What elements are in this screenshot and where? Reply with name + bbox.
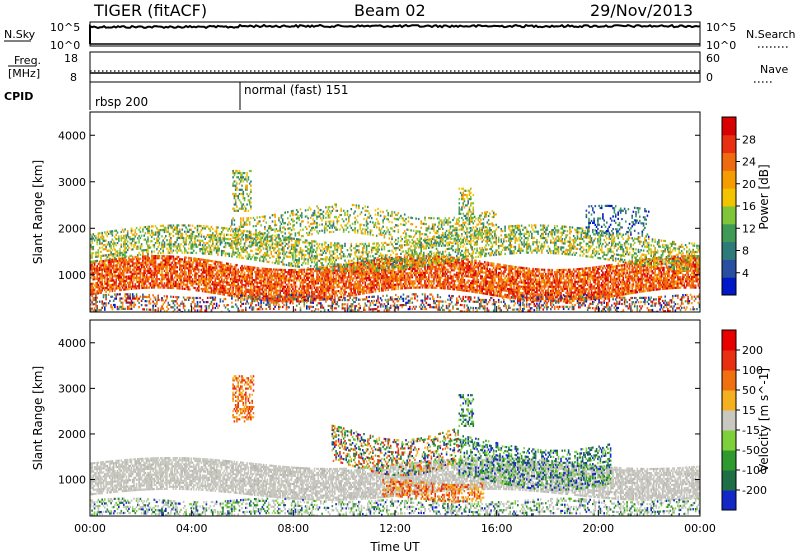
cpid-label: CPID bbox=[4, 90, 33, 103]
cpid-panel: CPID rbsp 200 normal (fast) 151 bbox=[4, 82, 348, 110]
colorbar-segment bbox=[722, 170, 736, 189]
nave-tick-top: 60 bbox=[706, 52, 720, 65]
colorbar-segment bbox=[722, 277, 736, 296]
colorbar-segment bbox=[722, 330, 736, 351]
nsky-right-bottom-tick: 10^0 bbox=[706, 39, 736, 52]
freq-tick-bottom: 8 bbox=[70, 71, 77, 84]
station-title: TIGER (fitACF) bbox=[93, 1, 207, 20]
y-tick-label: 4000 bbox=[58, 129, 86, 142]
power-panel: 1000 2000 3000 4000 Slant Range [km] 4 8 12 16… bbox=[31, 111, 771, 313]
colorbar-segment bbox=[722, 430, 736, 451]
y-tick-label: 2000 bbox=[58, 222, 86, 235]
nsky-label: N.Sky bbox=[4, 28, 36, 41]
y-tick-label: 4000 bbox=[58, 337, 86, 350]
colorbar-tick-label: 24 bbox=[742, 156, 756, 169]
colorbar-tick-label: 100 bbox=[742, 364, 763, 377]
y-tick-label: 3000 bbox=[58, 382, 86, 395]
nsky-trace bbox=[89, 23, 701, 44]
y-tick-label: 2000 bbox=[58, 428, 86, 441]
colorbar-segment bbox=[722, 241, 736, 260]
nave-tick-bottom: 0 bbox=[706, 71, 713, 84]
velocity-colorbar-label: Velocity [m s^-1] bbox=[757, 368, 771, 472]
freq-label: Freq. bbox=[14, 54, 41, 67]
colorbar-tick-label: 15 bbox=[742, 404, 756, 417]
colorbar-segment bbox=[722, 223, 736, 243]
colorbar-segment bbox=[722, 350, 736, 371]
power-colorbar: 4 8 12 16 20 24 28 bbox=[721, 116, 756, 296]
nsky-right-top-tick: 10^5 bbox=[706, 21, 736, 34]
colorbar-segment bbox=[722, 470, 736, 491]
nsky-left-bottom-tick: 10^0 bbox=[50, 39, 80, 52]
cpid-mode-1: normal (fast) 151 bbox=[244, 83, 348, 97]
velocity-colorbar: 200 100 50 15 -15 -50 -100 -200 bbox=[721, 329, 767, 511]
colorbar-tick-label: 4 bbox=[742, 267, 749, 280]
colorbar-tick-label: 200 bbox=[742, 344, 763, 357]
velocity-panel: 1000 2000 3000 4000 00:00 04:00 08:00 12:00 16:… bbox=[31, 319, 771, 535]
x-tick-label: 04:00 bbox=[176, 522, 208, 535]
colorbar-segment bbox=[722, 450, 736, 471]
colorbar-segment bbox=[722, 206, 736, 225]
velocity-cells bbox=[90, 375, 700, 516]
power-colorbar-label: Power [dB] bbox=[757, 164, 771, 229]
beam-title: Beam 02 bbox=[354, 1, 426, 20]
power-cells bbox=[90, 169, 700, 312]
colorbar-segment bbox=[722, 188, 736, 207]
colorbar-tick-label: 28 bbox=[742, 133, 756, 146]
date-title: 29/Nov/2013 bbox=[590, 1, 693, 20]
colorbar-segment bbox=[722, 117, 736, 136]
colorbar-segment bbox=[722, 410, 736, 431]
colorbar-segment bbox=[722, 259, 736, 278]
nave-label: Nave bbox=[760, 63, 788, 76]
freq-frame bbox=[89, 51, 701, 83]
velocity-ylabel: Slant Range [km] bbox=[31, 366, 45, 470]
power-ylabel: Slant Range [km] bbox=[31, 160, 45, 264]
nsky-left-top-tick: 10^5 bbox=[50, 21, 80, 34]
velocity-y-ticks: 1000 2000 3000 4000 bbox=[58, 337, 700, 487]
nsky-panel: N.Sky 10^5 10^0 10^5 10^0 N.Search bbox=[4, 21, 796, 52]
nsearch-label: N.Search bbox=[746, 28, 796, 41]
power-x-ticks bbox=[89, 306, 701, 312]
colorbar-segment bbox=[722, 490, 736, 511]
x-tick-label: 12:00 bbox=[379, 522, 411, 535]
freq-tick-top: 18 bbox=[64, 52, 78, 65]
power-y-ticks: 1000 2000 3000 4000 bbox=[58, 129, 700, 282]
freq-unit: [MHz] bbox=[8, 67, 40, 80]
cpid-mode-0: rbsp 200 bbox=[95, 95, 148, 109]
colorbar-tick-label: -200 bbox=[742, 484, 767, 497]
y-tick-label: 1000 bbox=[58, 269, 86, 282]
colorbar-segment bbox=[722, 370, 736, 391]
x-tick-label: 08:00 bbox=[277, 522, 309, 535]
colorbar-segment bbox=[722, 152, 736, 171]
y-tick-label: 1000 bbox=[58, 474, 86, 487]
x-axis-label: Time UT bbox=[369, 540, 420, 554]
colorbar-frame bbox=[721, 329, 737, 511]
x-tick-label: 00:00 bbox=[74, 522, 106, 535]
colorbar-tick-label: 50 bbox=[742, 384, 756, 397]
colorbar-tick-label: 16 bbox=[742, 200, 756, 213]
velocity-x-ticks: 00:00 04:00 08:00 12:00 16:00 20:00 00:00 bbox=[74, 510, 716, 535]
y-tick-label: 3000 bbox=[58, 176, 86, 189]
colorbar-tick-label: -100 bbox=[742, 464, 767, 477]
colorbar-tick-label: 20 bbox=[742, 178, 756, 191]
colorbar-tick-label: 8 bbox=[742, 245, 749, 258]
x-tick-label: 16:00 bbox=[481, 522, 513, 535]
freq-panel: Freq. [MHz] 18 8 60 0 Nave bbox=[8, 51, 788, 84]
colorbar-segment bbox=[722, 134, 736, 154]
colorbar-tick-label: 12 bbox=[742, 222, 756, 235]
colorbar-tick-label: -15 bbox=[742, 424, 760, 437]
x-tick-label: 20:00 bbox=[582, 522, 614, 535]
colorbar-segment bbox=[722, 390, 736, 411]
x-tick-label: 00:00 bbox=[684, 522, 716, 535]
colorbar-tick-label: -50 bbox=[742, 444, 760, 457]
